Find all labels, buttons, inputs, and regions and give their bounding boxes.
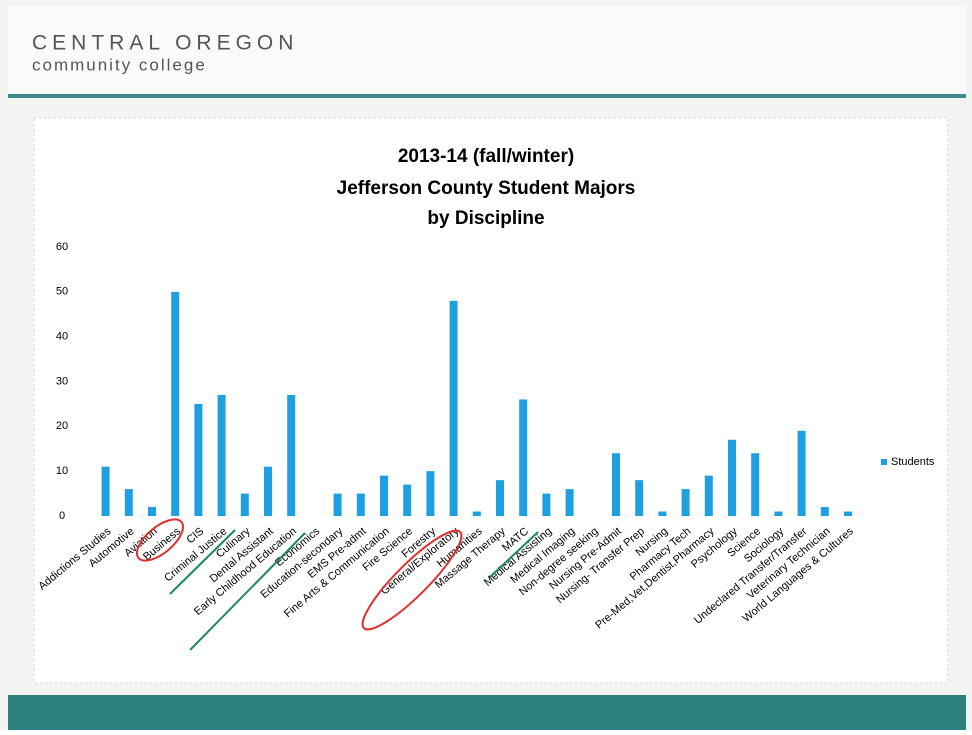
y-tick-label: 20 — [56, 420, 68, 432]
bar — [357, 494, 365, 516]
y-tick-label: 60 — [56, 241, 68, 253]
bar — [450, 301, 458, 516]
bar — [612, 453, 620, 516]
bar — [844, 512, 852, 516]
bar — [194, 404, 202, 516]
y-tick-label: 0 — [59, 510, 65, 522]
college-name: CENTRAL OREGON — [32, 32, 298, 55]
bar — [426, 471, 434, 516]
bar — [682, 489, 690, 516]
slide: CENTRAL OREGON community college 2013-14… — [0, 0, 972, 730]
y-tick-label: 30 — [56, 375, 68, 387]
bar — [287, 395, 295, 516]
bar — [821, 507, 829, 516]
page: CENTRAL OREGON community college 2013-14… — [0, 0, 972, 735]
bar — [519, 399, 527, 516]
chart-subtitle: by Discipline — [427, 208, 544, 229]
bar — [102, 467, 110, 516]
bar — [774, 512, 782, 516]
y-tick-label: 40 — [56, 331, 68, 343]
y-tick-label: 10 — [56, 465, 68, 477]
bar — [658, 512, 666, 516]
bar — [241, 494, 249, 516]
bar — [751, 453, 759, 516]
bar — [218, 395, 226, 516]
bar — [403, 485, 411, 516]
y-tick-label: 50 — [56, 286, 68, 298]
bar — [542, 494, 550, 516]
bar — [728, 440, 736, 516]
bar — [473, 512, 481, 516]
bar — [635, 480, 643, 516]
bar — [705, 476, 713, 516]
bar — [566, 489, 574, 516]
bar — [125, 489, 133, 516]
college-subname: community college — [32, 55, 207, 74]
chart-area — [34, 118, 948, 683]
bar — [380, 476, 388, 516]
bar — [334, 494, 342, 516]
footer-band — [8, 695, 966, 730]
legend-label: Students — [891, 456, 935, 468]
bar — [264, 467, 272, 516]
legend-swatch — [881, 459, 887, 465]
bar — [496, 480, 504, 516]
chart-title: 2013-14 (fall/winter) — [398, 146, 574, 167]
chart-subtitle: Jefferson County Student Majors — [337, 178, 636, 199]
bar — [148, 507, 156, 516]
bar — [171, 292, 179, 516]
header-rule — [8, 94, 966, 98]
bar — [798, 431, 806, 516]
